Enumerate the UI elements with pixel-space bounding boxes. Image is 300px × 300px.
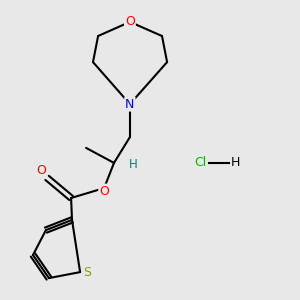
Text: Cl: Cl bbox=[194, 156, 206, 170]
Text: H: H bbox=[231, 156, 240, 170]
Text: O: O bbox=[99, 184, 109, 198]
Text: H: H bbox=[129, 158, 138, 172]
Text: N: N bbox=[125, 98, 135, 111]
Text: S: S bbox=[83, 266, 91, 279]
Text: O: O bbox=[36, 164, 46, 178]
Text: O: O bbox=[125, 15, 135, 28]
